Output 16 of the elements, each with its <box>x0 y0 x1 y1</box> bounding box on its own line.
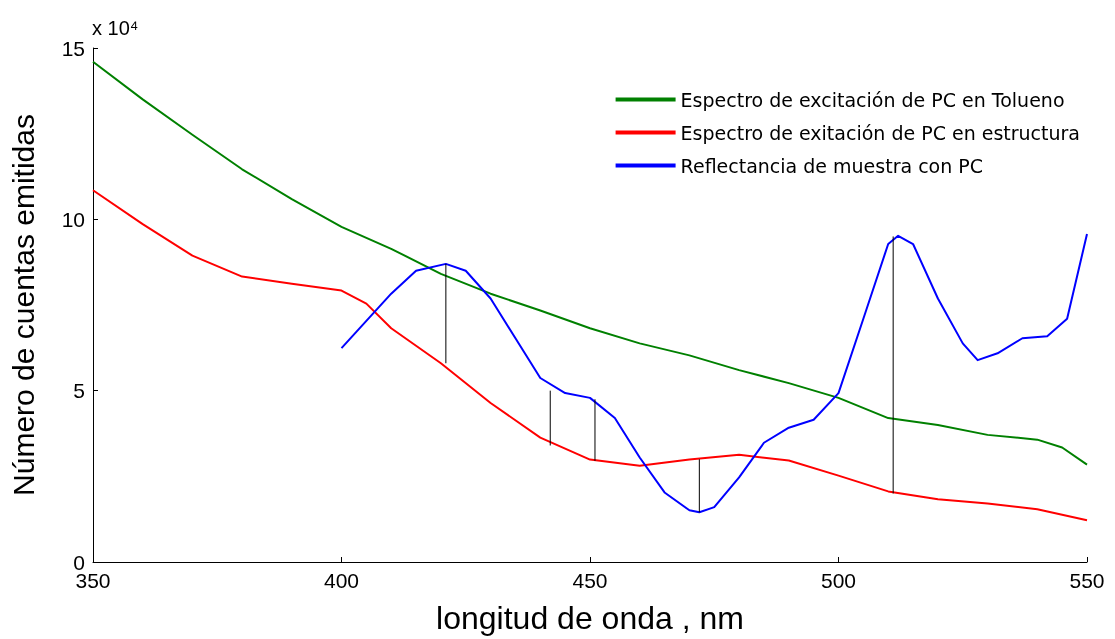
x-tick-label: 400 <box>323 569 360 592</box>
legend-label: Espectro de exitación de PC en estructura <box>680 121 1081 144</box>
line-series <box>92 60 1088 466</box>
x-axis-title: longitud de onda , nm <box>436 600 744 636</box>
legend-label: Espectro de excitación de PC en Tolueno <box>680 88 1065 111</box>
x-tick-label: 450 <box>572 569 608 592</box>
x-tick-label: 500 <box>820 569 857 592</box>
text: x 10⁴ <box>92 17 139 39</box>
legend-label: Reflectancia de muestra con PC <box>680 154 984 177</box>
y-tick-label: 15 <box>61 36 85 60</box>
line-series <box>340 233 1088 514</box>
y-tick-label: 10 <box>61 207 85 231</box>
y-axis-title: Número de cuentas emitidas <box>6 114 40 496</box>
x-tick-label: 550 <box>1069 569 1105 592</box>
line-series <box>92 189 1088 522</box>
y-tick-label: 5 <box>73 379 85 403</box>
